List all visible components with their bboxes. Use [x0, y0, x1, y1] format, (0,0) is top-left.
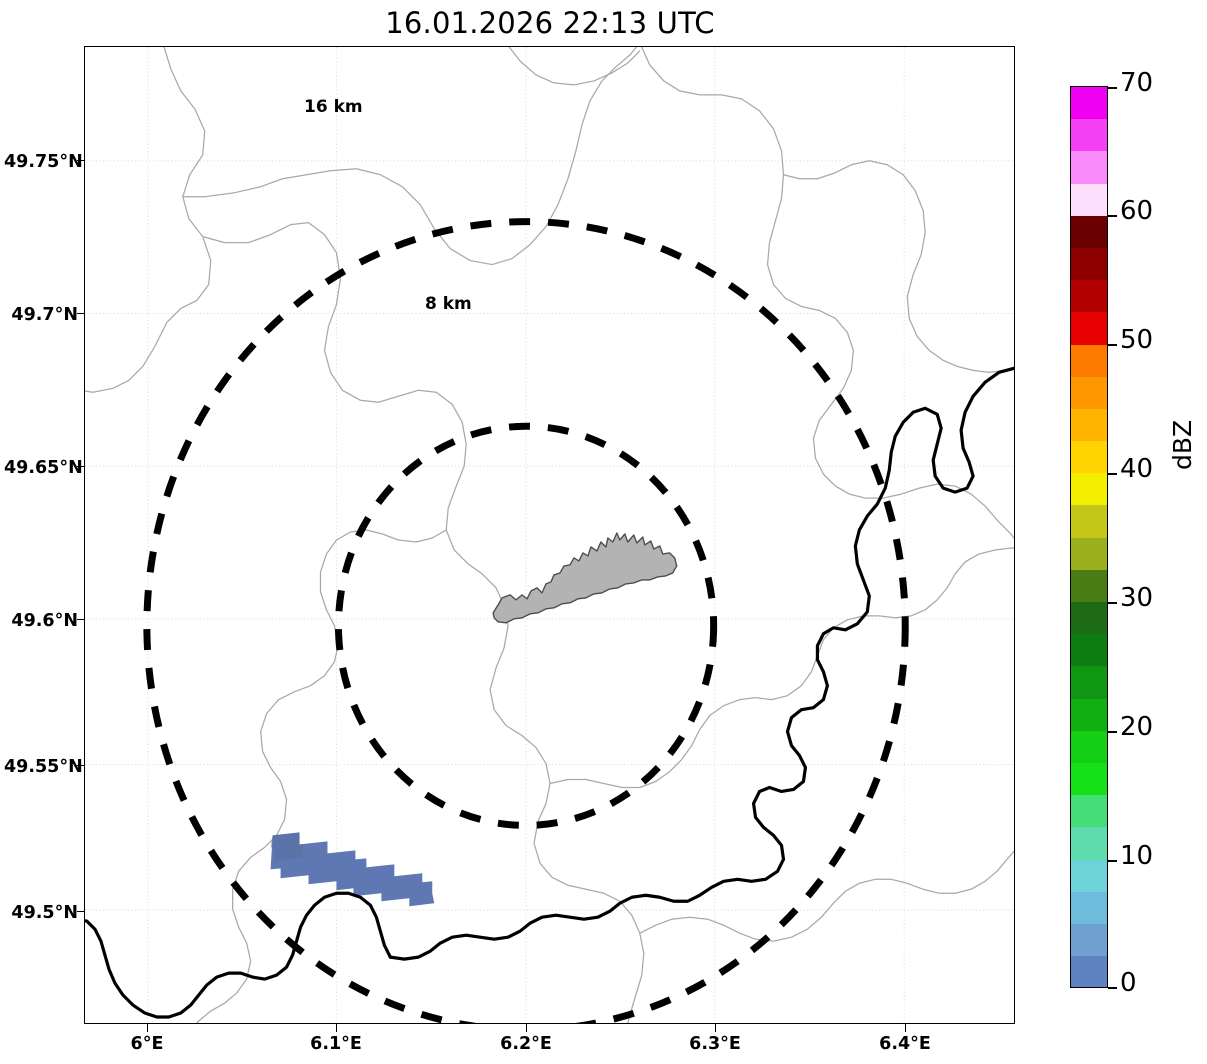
colorbar-band: [1071, 87, 1107, 120]
colorbar-tick-label: 40: [1120, 454, 1154, 484]
colorbar-band: [1071, 473, 1107, 506]
colorbar-band: [1071, 891, 1107, 924]
colorbar-band: [1071, 312, 1107, 345]
colorbar-band: [1071, 537, 1107, 570]
y-tick-label: 49.5°N: [11, 903, 78, 923]
range-ring-label-8km: 8 km: [425, 294, 472, 314]
x-tick-label: 6.4°E: [879, 1034, 931, 1054]
colorbar-tick-label: 10: [1120, 841, 1154, 871]
range-ring-label-16km: 16 km: [304, 97, 363, 117]
range-rings: [143, 218, 909, 1023]
colorbar-band: [1071, 956, 1107, 987]
range-ring-16km: [143, 218, 909, 1023]
x-tick-label: 6.3°E: [689, 1034, 741, 1054]
colorbar-axis-label: dBZ: [1168, 419, 1197, 470]
page-title: 16.01.2026 22:13 UTC: [385, 6, 715, 40]
colorbar-band: [1071, 505, 1107, 538]
colorbar-band: [1071, 119, 1107, 152]
colorbar-band: [1071, 441, 1107, 474]
x-tick-label: 6.1°E: [310, 1034, 362, 1054]
colorbar-tick-label: 30: [1120, 583, 1154, 613]
colorbar[interactable]: [1070, 86, 1108, 988]
range-ring-8km: [334, 422, 718, 829]
y-tick-label: 49.55°N: [4, 757, 83, 777]
y-tick-label: 49.75°N: [4, 152, 83, 172]
national-borders: [85, 366, 1014, 1019]
y-tick-label: 49.7°N: [11, 305, 78, 325]
colorbar-tick-label: 60: [1120, 196, 1154, 226]
radar-map-plot[interactable]: 16 km 8 km: [84, 46, 1015, 1024]
colorbar-band: [1071, 344, 1107, 377]
colorbar-band: [1071, 280, 1107, 313]
y-tick-label: 49.6°N: [11, 611, 78, 631]
colorbar-band: [1071, 376, 1107, 409]
colorbar-band: [1071, 215, 1107, 248]
colorbar-band: [1071, 762, 1107, 796]
colorbar-tick-label: 0: [1120, 968, 1137, 998]
colorbar-band: [1071, 827, 1107, 860]
colorbar-band: [1071, 923, 1107, 957]
colorbar-band: [1071, 151, 1107, 184]
reflectivity-echo-layer: [270, 832, 435, 907]
colorbar-band: [1071, 634, 1107, 667]
colorbar-band: [1071, 795, 1107, 828]
luxembourg-city-polygon: [492, 532, 678, 624]
colorbar-band: [1071, 730, 1107, 763]
commune-boundaries: [85, 47, 1014, 1023]
colorbar-tick-label: 70: [1120, 68, 1154, 98]
gridlines: [85, 47, 1014, 1023]
map-canvas: [85, 47, 1014, 1023]
x-tick-label: 6.2°E: [500, 1034, 552, 1054]
colorbar-band: [1071, 698, 1107, 731]
colorbar-band: [1071, 247, 1107, 281]
colorbar-band: [1071, 569, 1107, 602]
x-tick-label: 6°E: [130, 1034, 164, 1054]
colorbar-tick-label: 50: [1120, 325, 1154, 355]
colorbar-band: [1071, 602, 1107, 635]
colorbar-band: [1071, 183, 1107, 216]
colorbar-tick-label: 20: [1120, 712, 1154, 742]
colorbar-band: [1071, 859, 1107, 892]
colorbar-band: [1071, 666, 1107, 699]
y-tick-label: 49.65°N: [4, 458, 83, 478]
colorbar-band: [1071, 408, 1107, 442]
